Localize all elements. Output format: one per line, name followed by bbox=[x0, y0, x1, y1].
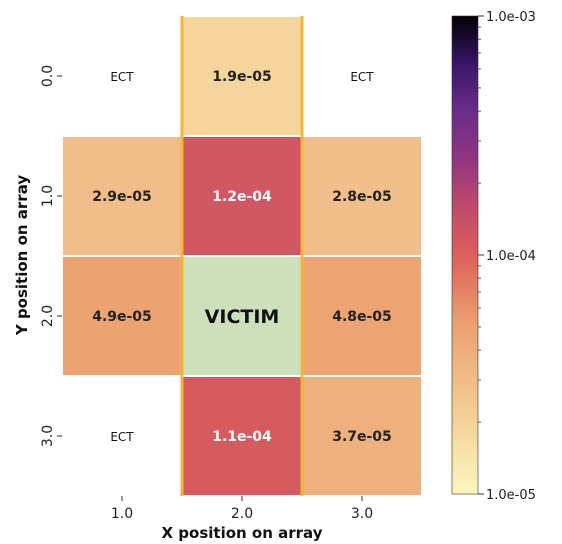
cell-value-label: 1.1e-04 bbox=[212, 429, 272, 445]
colorbar-tick-label: 1.0e-04 bbox=[486, 249, 536, 264]
y-tick-label: 1.0 bbox=[40, 185, 56, 207]
y-tick-label: 3.0 bbox=[40, 425, 56, 447]
cell-value-label: 3.7e-05 bbox=[332, 429, 392, 445]
x-tick-label: 2.0 bbox=[231, 506, 253, 522]
y-axis-label: Y position on array bbox=[13, 175, 31, 336]
colorbar-tick-label: 1.0e-05 bbox=[486, 488, 536, 503]
y-tick-label: 2.0 bbox=[40, 305, 56, 327]
x-axis-ticks: 1.0 2.0 3.0 bbox=[111, 496, 373, 522]
heatmap-cell-3.0-1.0 bbox=[301, 135, 423, 257]
cell-value-label: 2.8e-05 bbox=[332, 189, 392, 205]
cell-labels: ECT 1.9e-05 ECT 2.9e-05 1.2e-04 2.8e-05 4.9e-0… bbox=[92, 69, 392, 445]
ect-label: ECT bbox=[110, 70, 134, 84]
colorbar: 1.0e-03 1.0e-04 1.0e-05 bbox=[451, 10, 536, 503]
x-axis-label: X position on array bbox=[162, 524, 323, 542]
heatmap-cell-1.0-2.0 bbox=[61, 255, 183, 377]
ect-label: ECT bbox=[110, 430, 134, 444]
colorbar-tick-label: 1.0e-03 bbox=[486, 10, 536, 25]
cell-value-label: 2.9e-05 bbox=[92, 189, 152, 205]
heatmap-cells bbox=[61, 15, 423, 497]
highlight-column-outline bbox=[180, 16, 304, 496]
colorbar-gradient bbox=[451, 15, 479, 495]
heatmap-cell-2.0-1.0 bbox=[181, 135, 303, 257]
victim-label: VICTIM bbox=[205, 306, 280, 328]
ect-label: ECT bbox=[350, 70, 374, 84]
heatmap-cell-1.0-1.0 bbox=[61, 135, 183, 257]
x-tick-label: 1.0 bbox=[111, 506, 133, 522]
y-axis-ticks: 0.0 1.0 2.0 3.0 bbox=[40, 65, 62, 447]
cell-value-label: 1.9e-05 bbox=[212, 69, 272, 85]
heatmap-cell-2.0-0.0 bbox=[181, 15, 303, 137]
cell-value-label: 4.8e-05 bbox=[332, 309, 392, 325]
cell-value-label: 4.9e-05 bbox=[92, 309, 152, 325]
y-tick-label: 0.0 bbox=[40, 65, 56, 87]
cell-value-label: 1.2e-04 bbox=[212, 189, 272, 205]
x-tick-label: 3.0 bbox=[351, 506, 373, 522]
